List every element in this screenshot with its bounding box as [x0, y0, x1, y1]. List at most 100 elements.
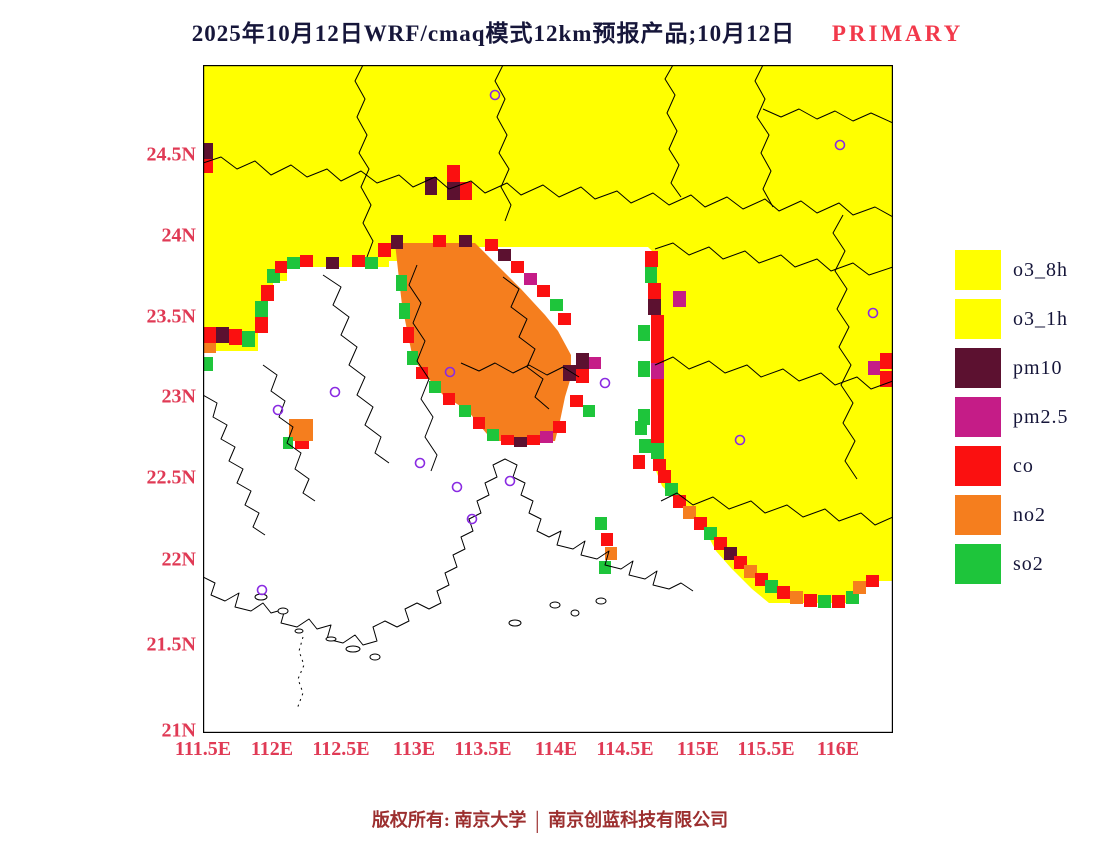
legend-item: so2 — [955, 544, 1069, 584]
x-tick-label: 115.5E — [737, 738, 795, 760]
pollutant-cell-co — [755, 573, 768, 586]
pollutant-cell-co — [804, 594, 817, 607]
pollutant-cell-co — [473, 417, 485, 429]
pollutant-cell-pm25 — [524, 273, 537, 285]
x-tick-label: 112E — [250, 738, 294, 760]
pollutant-cell-pm10 — [459, 235, 472, 247]
legend-label: pm2.5 — [1013, 405, 1069, 428]
y-tick-label: 23.5N — [146, 305, 196, 328]
pollutant-cell-co — [443, 393, 455, 405]
island — [570, 609, 580, 617]
boundary-line — [203, 458, 694, 646]
boundary-line — [654, 242, 893, 276]
pollutant-cell-co — [511, 261, 524, 273]
y-tick-label: 24N — [161, 224, 196, 247]
pollutant-cell-co — [648, 283, 661, 299]
pollutant-cell-co — [651, 347, 664, 363]
pollutant-cell-so2 — [846, 591, 859, 604]
legend-label: no2 — [1013, 503, 1046, 526]
pollutant-cell-pm10 — [563, 365, 576, 381]
x-tick-label: 114E — [534, 738, 578, 760]
map-frame — [203, 65, 893, 733]
city-marker — [466, 513, 478, 525]
city-marker — [451, 481, 463, 493]
city-marker — [599, 377, 611, 389]
pollutant-cell-co — [673, 495, 686, 508]
no2-region — [395, 243, 571, 441]
city-marker — [444, 366, 456, 378]
legend-label: o3_1h — [1013, 307, 1068, 330]
pollutant-cell-so2 — [203, 357, 213, 371]
boundary-line — [460, 362, 580, 378]
island — [508, 619, 522, 627]
pollutant-cell-so2 — [287, 257, 300, 269]
pollutant-cell-co — [527, 435, 540, 445]
island — [294, 628, 304, 634]
pollutant-cell-co — [460, 182, 472, 200]
pollutant-cell-co — [275, 261, 287, 273]
boundary-line — [762, 108, 893, 124]
pollutant-cell-so2 — [638, 361, 650, 377]
pollutant-cell-co — [485, 239, 498, 251]
pollutant-cell-so2 — [638, 325, 650, 341]
pollutant-cell-co — [553, 421, 566, 433]
city-marker — [329, 386, 341, 398]
pollutant-cell-so2 — [704, 527, 717, 540]
pollutant-cell-no2 — [203, 343, 216, 353]
pollutant-cell-so2 — [283, 437, 293, 449]
pollutant-cell-co — [570, 395, 583, 407]
pollutant-cell-co — [203, 159, 213, 173]
boundary-line — [262, 364, 316, 502]
legend-swatch-o3_8h — [955, 250, 1001, 290]
boundary-line — [664, 65, 682, 198]
pollutant-cell-co — [645, 251, 658, 267]
pollutant-cell-so2 — [651, 443, 664, 459]
pollutant-cell-co — [866, 575, 879, 587]
legend-item: o3_1h — [955, 299, 1069, 339]
pollutant-cell-pm10 — [514, 437, 527, 447]
pollutant-cell-pm10 — [576, 353, 589, 369]
pollutant-cell-so2 — [407, 351, 418, 365]
pollutant-cell-so2 — [255, 301, 268, 317]
y-tick-label: 24.5N — [146, 143, 196, 166]
copyright-left: 版权所有: 南京大学 — [371, 810, 527, 830]
pollutant-cell-no2 — [605, 547, 617, 560]
pollutant-cell-co — [777, 586, 790, 599]
pollutant-cell-pm25 — [540, 431, 553, 443]
pollutant-cell-co — [576, 369, 589, 383]
title-text: 2025年10月12日WRF/cmaq模式12km预报产品;10月12日 — [191, 21, 796, 46]
city-marker — [734, 434, 746, 446]
city-marker — [489, 89, 501, 101]
pollutant-cell-co — [255, 317, 268, 333]
pollutant-cell-pm10 — [447, 182, 460, 200]
boundary-line — [354, 65, 374, 258]
pollutant-cell-co — [378, 243, 391, 257]
legend-item: no2 — [955, 495, 1069, 535]
pollutant-cell-co — [653, 459, 666, 471]
pollutant-cell-no2 — [790, 591, 803, 604]
footer-divider: | — [534, 808, 540, 834]
boundary-line — [832, 214, 858, 480]
pollutant-cell-so2 — [665, 483, 678, 496]
pollutant-cell-co — [651, 411, 664, 427]
legend-label: co — [1013, 454, 1034, 477]
legend: o3_8h o3_1h pm10 pm2.5 co no2 so2 — [955, 250, 1069, 593]
pollutant-cell-pm25 — [673, 291, 686, 307]
legend-label: pm10 — [1013, 356, 1063, 379]
copyright-right: 南京创蓝科技有限公司 — [548, 810, 729, 830]
x-tick-label: 111.5E — [174, 738, 232, 760]
pollutant-cell-co — [651, 379, 664, 395]
island — [277, 607, 289, 615]
pollutant-cell-pm10 — [326, 257, 339, 269]
legend-swatch-pm2.5 — [955, 397, 1001, 437]
pollutant-cell-co — [537, 285, 550, 297]
dashed-boundary-line — [296, 636, 305, 710]
pollutant-cell-so2 — [399, 303, 410, 319]
pollutant-cell-co — [501, 435, 514, 445]
boundary-line — [654, 356, 893, 390]
pollutant-cell-co — [229, 329, 242, 345]
pollutant-cell-pm10 — [498, 249, 511, 261]
island — [345, 645, 361, 653]
city-marker — [867, 307, 879, 319]
pollutant-cell-co — [433, 235, 446, 247]
